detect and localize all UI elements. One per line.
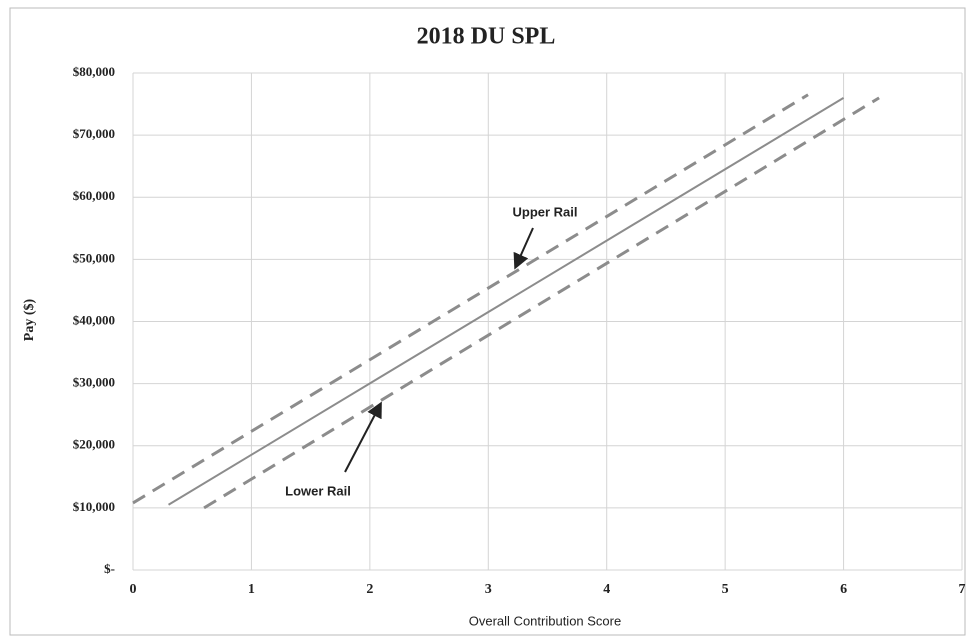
annotation: Lower Rail xyxy=(285,483,351,498)
line xyxy=(132,93,809,505)
line xyxy=(168,96,845,506)
y-tick-label: $20,000 xyxy=(73,437,115,452)
annotation-arrow xyxy=(513,227,534,270)
y-tick-label: $30,000 xyxy=(73,375,115,390)
x-tick-label: 1 xyxy=(248,582,255,597)
line xyxy=(203,96,880,510)
y-tick-label: $- xyxy=(104,561,115,576)
y-tick-label: $80,000 xyxy=(73,64,115,79)
y-tick-label: $70,000 xyxy=(73,126,115,141)
x-tick-label: 3 xyxy=(485,582,492,597)
plot-area: $- $10,000 $20,000 $30,000 $40,000 $50,000 $60… xyxy=(73,64,966,597)
x-tick-label: 2 xyxy=(366,582,373,597)
x-tick-label: 7 xyxy=(959,582,966,597)
x-axis-label: Overall Contribution Score xyxy=(469,613,621,628)
x-tick-label: 6 xyxy=(840,582,847,597)
x-tick-label: 5 xyxy=(722,582,729,597)
y-tick-label: $60,000 xyxy=(73,188,115,203)
y-axis-label: Pay ($) xyxy=(22,298,37,341)
y-tick-label: $10,000 xyxy=(73,499,115,514)
annotation: Upper Rail xyxy=(512,204,577,219)
x-tick-label: 4 xyxy=(603,582,610,597)
y-tick-label: $50,000 xyxy=(73,250,115,265)
annotation-arrow xyxy=(344,401,382,473)
x-tick-label: 0 xyxy=(130,582,137,597)
chart-title: 2018 DU SPL xyxy=(417,24,556,50)
y-tick-label: $40,000 xyxy=(73,312,115,327)
